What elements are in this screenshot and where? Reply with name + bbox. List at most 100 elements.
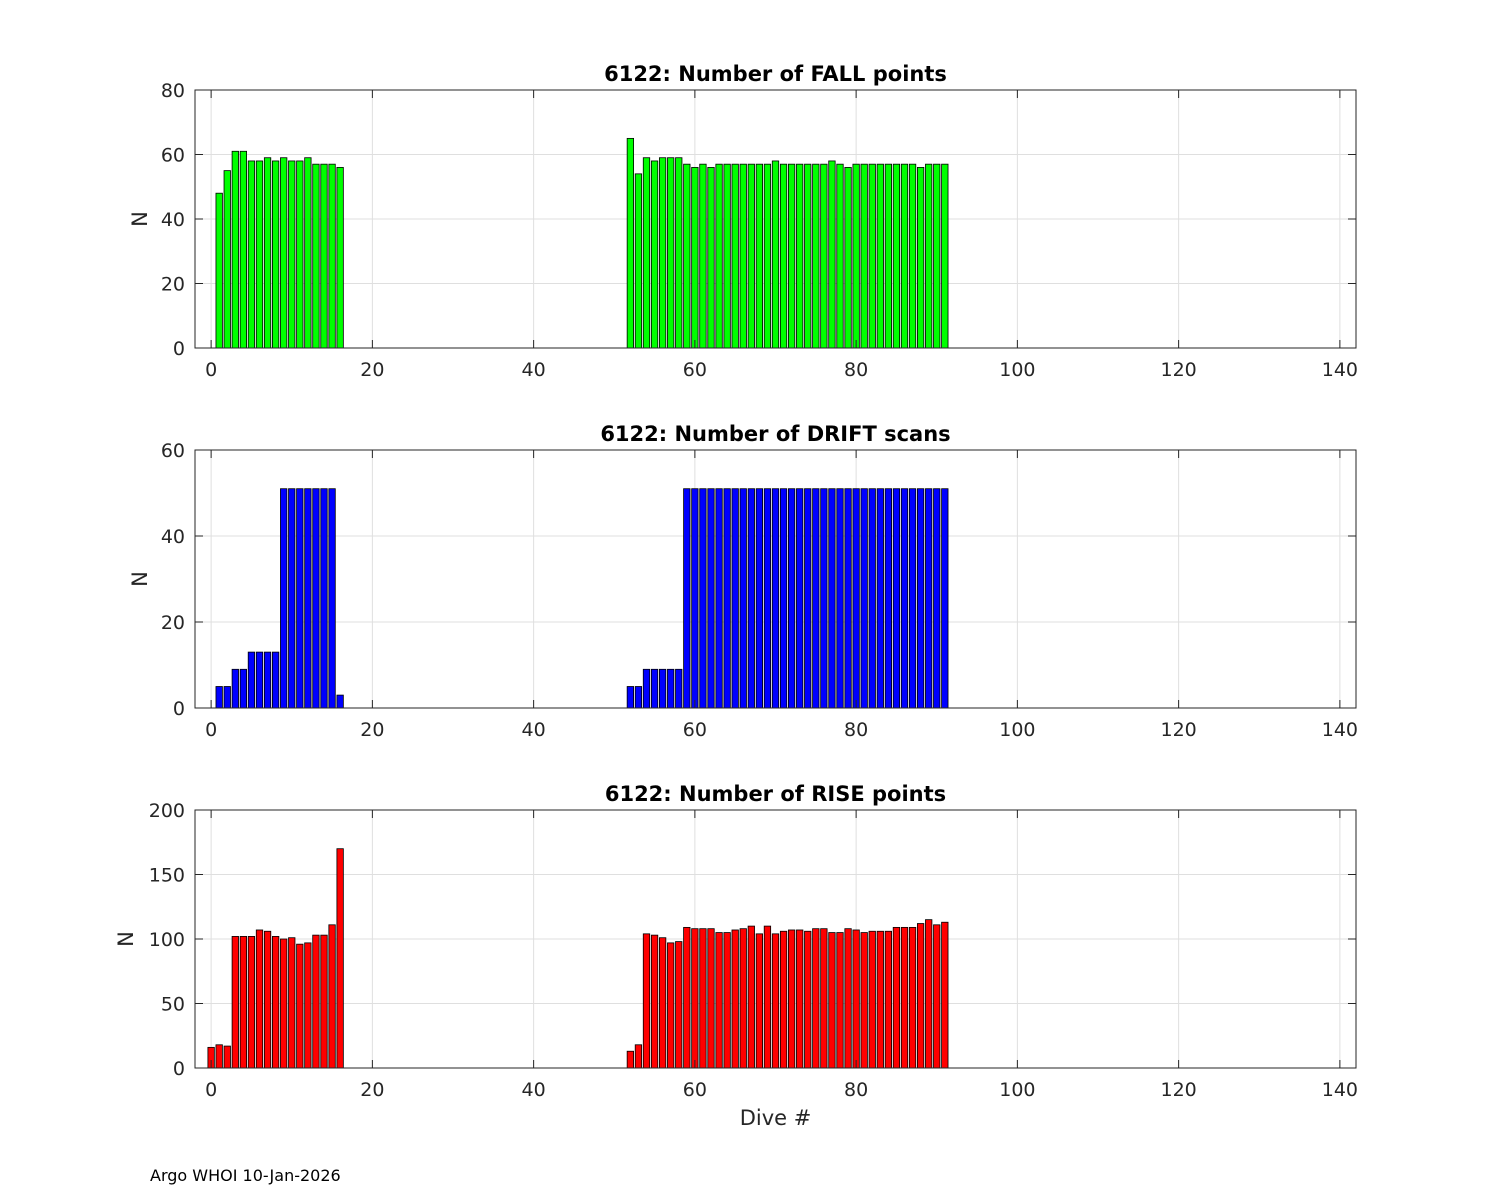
rise-bar xyxy=(852,929,860,1069)
fall-bar xyxy=(239,150,247,349)
drift-xtick-label: 40 xyxy=(522,719,546,741)
rise-ytick-label: 50 xyxy=(161,994,185,1016)
fall-bar xyxy=(699,163,707,349)
fall-ylabel: N xyxy=(128,211,152,227)
rise-bar xyxy=(925,919,933,1069)
drift-bar xyxy=(876,488,884,709)
rise-bar xyxy=(320,934,328,1069)
fall-bar xyxy=(650,160,659,349)
rise-bar xyxy=(779,930,788,1069)
fall-ytick-label: 0 xyxy=(173,338,185,360)
fall-bar xyxy=(828,160,836,349)
fall-bar xyxy=(626,137,635,349)
fall-chart: 0 20 40 60 80 100 120 140 0 20 40 60 80 6122: Number … xyxy=(128,62,1358,381)
fall-bar xyxy=(763,163,772,349)
fall-bar xyxy=(320,163,328,349)
rise-bar xyxy=(667,942,675,1069)
fall-bar xyxy=(731,163,739,349)
fall-bar xyxy=(271,160,280,349)
drift-bar xyxy=(828,488,836,709)
drift-bar xyxy=(247,651,256,709)
fall-bar xyxy=(933,163,941,349)
fall-bar xyxy=(675,157,683,349)
fall-bar xyxy=(884,163,893,349)
fall-bar xyxy=(296,160,304,349)
fall-bar xyxy=(852,163,860,349)
fall-xtick-label: 80 xyxy=(844,359,868,381)
drift-bar xyxy=(804,488,812,709)
rise-bar xyxy=(263,930,272,1069)
fall-ytick-label: 80 xyxy=(161,80,185,102)
rise-bar xyxy=(336,848,344,1069)
fall-bar xyxy=(812,163,820,349)
rise-bar xyxy=(650,934,659,1069)
rise-xtick-label: 40 xyxy=(522,1079,546,1101)
fall-bar xyxy=(280,157,288,349)
rise-bar xyxy=(731,929,739,1069)
rise-bar xyxy=(908,926,917,1069)
drift-bar xyxy=(747,488,755,709)
fall-bar xyxy=(860,163,868,349)
drift-chart: 0 20 40 60 80 100 120 140 0 20 40 60 6122: Number of… xyxy=(128,422,1358,741)
drift-ylabel: N xyxy=(128,571,152,587)
fall-xtick-label: 120 xyxy=(1160,359,1196,381)
rise-xtick-label: 20 xyxy=(360,1079,384,1101)
fall-bar xyxy=(328,163,336,349)
rise-bar xyxy=(280,938,288,1069)
drift-bar xyxy=(820,488,828,709)
drift-bar xyxy=(659,668,667,709)
fall-bar xyxy=(659,157,667,349)
drift-bar xyxy=(844,488,852,709)
rise-xtick-label: 60 xyxy=(683,1079,707,1101)
rise-bar xyxy=(231,936,239,1069)
drift-bar xyxy=(884,488,893,709)
fall-bar xyxy=(876,163,884,349)
drift-ytick-label: 40 xyxy=(161,526,185,548)
drift-xtick-label: 0 xyxy=(205,719,217,741)
rise-bar xyxy=(763,925,772,1069)
rise-xtick-label: 0 xyxy=(205,1079,217,1101)
fall-bar xyxy=(771,160,780,349)
rise-bar xyxy=(271,936,280,1069)
drift-ytick-label: 0 xyxy=(173,698,185,720)
fall-bar xyxy=(634,173,643,349)
rise-bar xyxy=(675,941,683,1069)
rise-bar xyxy=(917,923,925,1069)
fall-xtick-label: 100 xyxy=(999,359,1035,381)
fall-bar xyxy=(231,150,239,349)
rise-bar xyxy=(812,928,820,1069)
fall-bar xyxy=(892,163,901,349)
fall-bar xyxy=(779,163,788,349)
rise-bar xyxy=(860,932,868,1069)
fall-bar xyxy=(755,163,764,349)
rise-xtick-label: 140 xyxy=(1322,1079,1358,1101)
drift-xtick-label: 60 xyxy=(683,719,707,741)
drift-bar xyxy=(223,686,231,709)
rise-bar xyxy=(796,929,804,1069)
drift-bar xyxy=(868,488,876,709)
drift-bar xyxy=(739,488,747,709)
fall-bar xyxy=(788,163,796,349)
rise-bar xyxy=(215,1044,223,1069)
rise-ytick-label: 100 xyxy=(149,929,185,951)
rise-title: 6122: Number of RISE points xyxy=(605,782,946,806)
drift-bar xyxy=(336,694,344,709)
rise-bar xyxy=(255,929,264,1069)
fall-xtick-label: 40 xyxy=(522,359,546,381)
fall-bar xyxy=(336,166,344,349)
rise-bar xyxy=(804,930,812,1069)
rise-bar xyxy=(941,921,949,1069)
fall-bar xyxy=(707,166,715,349)
rise-ylabel: N xyxy=(114,931,138,947)
rise-bar xyxy=(296,943,304,1069)
rise-bar xyxy=(239,936,247,1069)
fall-bar xyxy=(820,163,828,349)
rise-bar xyxy=(223,1045,231,1069)
fall-ytick-label: 20 xyxy=(161,274,185,296)
rise-bar xyxy=(691,928,699,1069)
drift-bar xyxy=(699,488,707,709)
rise-bar xyxy=(247,936,256,1069)
rise-bar xyxy=(836,932,844,1069)
drift-title: 6122: Number of DRIFT scans xyxy=(600,422,950,446)
fall-bar xyxy=(223,170,231,349)
